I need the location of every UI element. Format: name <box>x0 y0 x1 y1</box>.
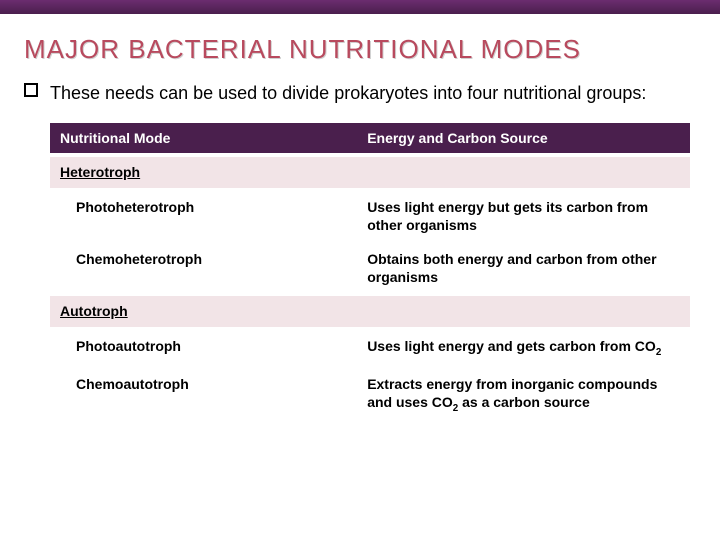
subtype-cell: Photoautotroph <box>50 331 357 366</box>
table-row: Photoheterotroph Uses light energy but g… <box>50 192 690 240</box>
header-left: Nutritional Mode <box>50 123 357 153</box>
slide-title: MAJOR BACTERIAL NUTRITIONAL MODES <box>24 34 696 65</box>
subtype-cell: Chemoheterotroph <box>50 244 357 292</box>
category-cell: Heterotroph <box>50 157 357 187</box>
table-header-row: Nutritional Mode Energy and Carbon Sourc… <box>50 123 690 153</box>
top-accent-bar <box>0 0 720 14</box>
table-row: Chemoautotroph Extracts energy from inor… <box>50 369 690 422</box>
intro-text-content: These needs can be used to divide prokar… <box>50 83 646 103</box>
nutritional-modes-table: Nutritional Mode Energy and Carbon Sourc… <box>50 123 690 422</box>
slide-content: MAJOR BACTERIAL NUTRITIONAL MODES These … <box>0 14 720 422</box>
header-right: Energy and Carbon Source <box>357 123 690 153</box>
intro-text: These needs can be used to divide prokar… <box>24 81 696 105</box>
subtype-cell: Photoheterotroph <box>50 192 357 240</box>
category-cell-right <box>357 296 690 326</box>
table-row: Chemoheterotroph Obtains both energy and… <box>50 244 690 292</box>
desc-cell: Uses light energy but gets its carbon fr… <box>357 192 690 240</box>
desc-cell: Extracts energy from inorganic compounds… <box>357 369 690 422</box>
table-row: Photoautotroph Uses light energy and get… <box>50 331 690 366</box>
table-row: Heterotroph <box>50 157 690 187</box>
subtype-cell: Chemoautotroph <box>50 369 357 422</box>
table-row: Autotroph <box>50 296 690 326</box>
category-cell-right <box>357 157 690 187</box>
desc-cell: Uses light energy and gets carbon from C… <box>357 331 690 366</box>
desc-cell: Obtains both energy and carbon from othe… <box>357 244 690 292</box>
square-bullet-icon <box>24 83 38 97</box>
category-cell: Autotroph <box>50 296 357 326</box>
